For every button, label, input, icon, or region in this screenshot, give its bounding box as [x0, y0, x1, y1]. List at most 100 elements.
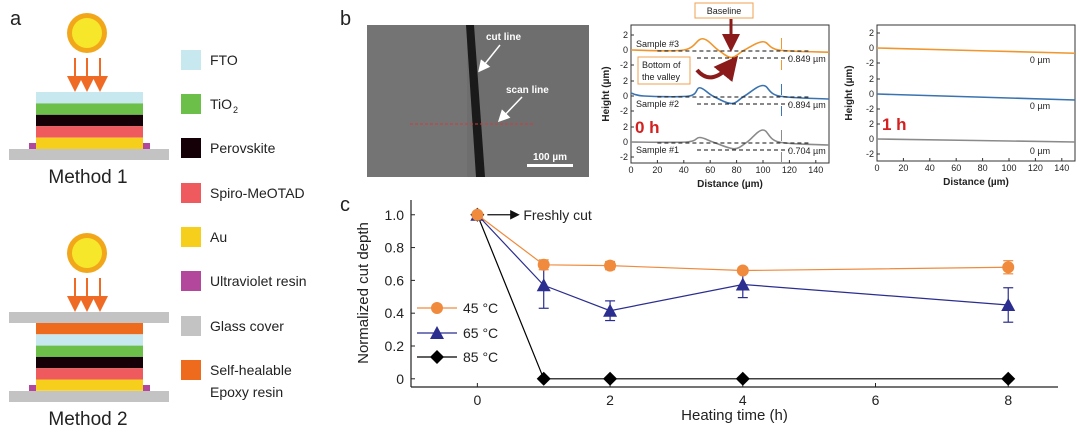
x-tick-label: 6	[872, 392, 880, 408]
x-tick-label: 0	[874, 163, 879, 173]
profile-line	[876, 138, 1076, 143]
uv-resin	[143, 385, 150, 391]
x-tick-label: 100	[1001, 163, 1016, 173]
y-tick-label: -2	[620, 60, 628, 70]
x-axis-label: Heating time (h)	[681, 407, 788, 424]
y-tick-label: 2	[623, 30, 628, 40]
depth-label: 0.849 µm	[788, 54, 826, 64]
time-label: 0 h	[635, 118, 660, 137]
legend-label: Self-healable	[210, 362, 292, 378]
layer-fto	[36, 92, 143, 104]
y-tick-label: -2	[866, 104, 874, 114]
y-tick-label: -2	[866, 149, 874, 159]
annotation-label: Freshly cut	[523, 207, 592, 223]
layer-tio	[36, 345, 143, 357]
glass-cover	[9, 312, 169, 323]
series-45c	[471, 208, 1015, 277]
marker-diamond	[735, 371, 750, 386]
legend-label: TiO	[210, 96, 232, 112]
legend-label: Glass cover	[210, 318, 284, 334]
x-tick-label: 100	[755, 165, 770, 175]
scale-bar	[527, 164, 573, 167]
y-tick-label: 0	[869, 43, 874, 53]
y-tick-label: 0.8	[385, 240, 405, 256]
depth-label: 0.704 µm	[788, 146, 826, 156]
scan-line-arrow	[497, 96, 523, 123]
baseline-box	[694, 2, 754, 19]
scan-line-label: scan line	[506, 85, 549, 96]
marker-diamond	[430, 350, 444, 364]
depth-label: 0 µm	[1030, 55, 1050, 65]
y-tick-label: 0	[623, 137, 628, 147]
y-tick-label: 2	[869, 119, 874, 129]
panel-label-c: c	[340, 194, 350, 216]
y-tick-label: 0	[623, 91, 628, 101]
marker-diamond	[536, 371, 551, 386]
y-tick-label: 2	[623, 122, 628, 132]
valley-box	[637, 56, 691, 85]
cut-depth-chart: 0 2 4 6 8 0 0.2 0.4 0.6 0.8 1.0 Heating time (h) Nor…	[355, 200, 1058, 424]
legend-subscript: 2	[233, 105, 238, 115]
marker-triangle	[536, 278, 551, 292]
x-tick-label: 4	[739, 392, 747, 408]
y-tick-label: -2	[620, 106, 628, 116]
y-tick-label: 2	[623, 76, 628, 86]
marker-circle	[537, 258, 550, 271]
baseline-label: Baseline	[707, 6, 742, 16]
valley-label-line1: Bottom of	[642, 60, 681, 70]
legend-label: Perovskite	[210, 140, 276, 156]
marker-triangle	[735, 277, 750, 291]
legend-label: 65 °C	[463, 325, 498, 341]
y-tick-label: 0.6	[385, 272, 405, 288]
legend-swatch	[181, 138, 201, 158]
glass-substrate	[9, 391, 169, 402]
x-tick-label: 60	[951, 163, 961, 173]
method-1-label: Method 1	[48, 167, 127, 188]
layer-tio	[36, 103, 143, 115]
layer-au	[36, 379, 143, 391]
legend-swatch	[181, 360, 201, 380]
x-tick-label: 20	[652, 165, 662, 175]
x-tick-label: 120	[782, 165, 797, 175]
legend-label: FTO	[210, 52, 238, 68]
x-tick-label: 80	[732, 165, 742, 175]
legend-swatch	[181, 316, 201, 336]
layer-fto	[36, 334, 143, 346]
profile-line	[876, 47, 1076, 55]
depth-label: 0 µm	[1030, 101, 1050, 111]
profile-line	[876, 93, 1076, 101]
legend-swatch	[181, 271, 201, 291]
y-tick-label: 1.0	[385, 207, 405, 223]
legend-label: Spiro-MeOTAD	[210, 185, 305, 201]
marker-triangle	[1001, 297, 1016, 311]
y-tick-label: 0	[396, 371, 404, 387]
layer-spiro-meotad	[36, 368, 143, 380]
valley-arrow	[695, 55, 739, 82]
depth-label: 0 µm	[1030, 146, 1050, 156]
panel-label-a: a	[10, 8, 22, 30]
sample-label: Sample #2	[636, 99, 679, 109]
marker-circle	[431, 302, 443, 314]
panel-b: b cut line scan line 100 µm 0 20 40 60 80 100…	[340, 2, 1076, 190]
y-tick-label: 0.2	[385, 338, 405, 354]
x-tick-label: 60	[705, 165, 715, 175]
method-2-label: Method 2	[48, 409, 127, 430]
x-tick-label: 2	[606, 392, 614, 408]
uv-resin	[29, 385, 36, 391]
legend-label: Au	[210, 229, 227, 245]
y-axis-label: Height (µm)	[601, 66, 612, 121]
panel-a: a Method 1 Method 2 FTO TiO 2 Perovskite Spi…	[9, 8, 306, 430]
y-tick-label: -2	[620, 152, 628, 162]
valley-label-line2: the valley	[642, 72, 681, 82]
legend-swatch	[181, 227, 201, 247]
series-line	[476, 214, 1009, 272]
legend-label: Epoxy resin	[210, 384, 283, 400]
y-tick-label: -2	[866, 58, 874, 68]
sem-image: cut line scan line 100 µm	[367, 25, 589, 177]
glass-substrate	[9, 149, 169, 160]
uv-resin	[143, 143, 150, 149]
layer-au	[36, 137, 143, 149]
x-tick-label: 20	[898, 163, 908, 173]
